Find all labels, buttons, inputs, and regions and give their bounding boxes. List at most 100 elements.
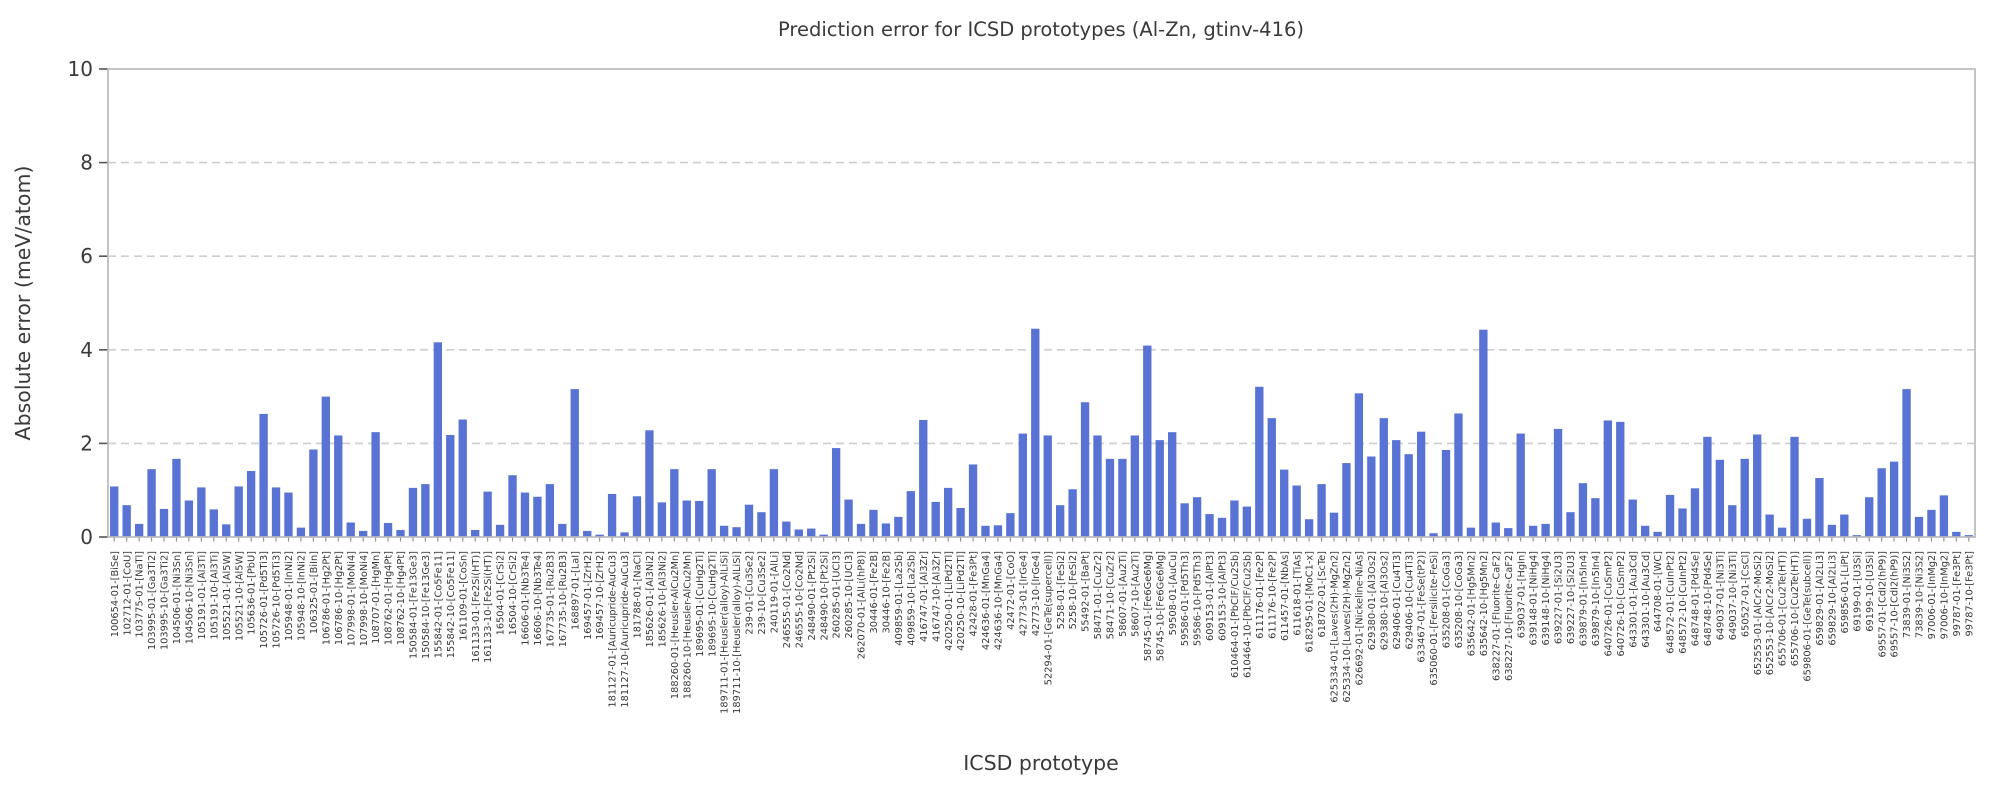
bar [981,525,990,537]
bar [819,534,828,537]
x-tick-label: 107998-10-[MoNi4] [359,551,370,646]
x-tick-label: 639879-01-[In5In4] [1579,551,1590,646]
bar [1429,533,1438,537]
x-tick-label: 240119-01-[AlLi] [769,551,780,633]
y-tick-label: 0 [80,525,93,549]
x-tick-label: 635208-01-[CoGa3] [1442,551,1453,648]
bar [707,469,716,537]
x-tick-label: 648572-10-[CuInPt2] [1678,551,1689,654]
x-tick-label: 246555-01-[Co2Nd] [782,551,793,648]
bar [1329,512,1339,537]
x-tick-label: 638227-10-[Fluorite-CaF2] [1504,551,1515,681]
x-tick-label: 649037-10-[Ni3Ti] [1728,551,1739,640]
bar [209,509,218,537]
bar [1168,432,1177,537]
bar [1018,433,1027,537]
bar [458,419,467,537]
bar [1678,508,1687,537]
x-tick-label: 169457-10-[ZrH2] [595,551,606,640]
x-tick-label: 150584-01-[Fe13Ge3] [409,551,420,659]
bar [1815,478,1824,537]
x-tick-label: 640726-10-[CuSmP2] [1616,551,1627,657]
bar [831,448,841,537]
x-tick-label: 30446-10-[Fe2B] [882,551,893,633]
x-tick-label: 59508-01-[AuCu] [1168,551,1179,635]
x-tick-label: 659806-01-[GeTe(subcell)] [1803,551,1814,682]
x-tick-label: 42773-01-[IrGe4] [1018,551,1029,636]
x-tick-label: 659856-01-[LiPt] [1840,551,1851,634]
x-tick-label: 58607-10-[Au2Ti] [1130,551,1141,637]
bar [1852,535,1861,537]
bar [1790,436,1799,537]
x-tick-label: 102712-01-[CoU] [122,551,133,636]
bar [483,491,492,537]
x-tick-label: 106325-01-[BiIn] [309,551,320,634]
bar [508,475,517,537]
bar [309,449,318,537]
y-tick-labels: 0 2 4 6 8 10 [68,57,93,549]
x-tick-label: 629380-10-[Al3Os2] [1379,551,1390,650]
x-tick-label: 639148-01-[NiHg4] [1529,551,1540,645]
x-tick-label: 618295-01-[MoC1-x] [1305,551,1316,652]
bar [1404,454,1413,537]
x-tick-label: 99787-10-[Fe3Pt] [1964,551,1975,636]
x-axis-label: ICSD prototype [963,751,1119,775]
bar [334,435,343,537]
bar [1031,328,1040,537]
bar [607,493,617,537]
bar [1466,527,1476,537]
bar [159,508,169,537]
x-tick-label: 161109-01-[CoSn] [458,551,469,641]
x-tick-label: 168897-01-[LaI] [570,551,581,630]
x-tick-label: 181788-01-[NaCl] [633,551,644,638]
x-tick-label: 262070-01-[AlLi(hP8)] [857,551,868,659]
bar [570,389,579,537]
x-tick-label: 30446-01-[Fe2B] [869,551,880,633]
bar [172,458,181,537]
bar [719,525,729,537]
x-tick-label: 635642-01-[Hg5Mn2] [1467,551,1478,656]
bar [695,500,704,537]
bar [1952,531,1961,537]
x-tick-label: 42428-01-[Fe3Pt] [969,551,980,636]
bar [1665,494,1675,537]
x-tick-label: 188260-10-[Heusler-AlCu2Mn] [682,551,693,699]
x-tick-label: 189695-01-[CuHg2Ti] [695,551,706,657]
bar [1342,463,1351,537]
x-tick-label: 633467-01-[FeSe(tP2)] [1417,551,1428,663]
x-tick-label: 107998-01-[MoNi4] [346,551,357,646]
bar [184,500,194,537]
x-tick-label: 105726-10-[Pd5Ti3] [272,551,283,649]
x-tick-label: 69557-10-[CdI2(hP9)] [1890,551,1901,658]
x-tick-label: 611618-01-[TiAs] [1292,551,1303,636]
x-tick-label: 611176-01-[Fe2P] [1255,551,1266,639]
bar [1155,440,1164,537]
bar [1578,483,1588,537]
x-tick-label: 420250-01-[LiPd2Tl] [944,551,955,651]
bar [1230,500,1239,537]
bar [1516,433,1525,537]
x-tick-label: 55492-01-[BaPt] [1081,551,1092,632]
bar [296,527,306,537]
x-tick-label: 106786-01-[Hg2Pt] [321,551,332,645]
bar [906,491,915,537]
bar [321,396,330,537]
bar [682,500,691,537]
x-tick-label: 635642-10-[Hg5Mn2] [1479,551,1490,656]
bar [134,523,144,537]
x-tick-label: 609153-10-[AlPt3] [1218,551,1229,641]
x-tick-label: 108707-01-[HgMn] [371,551,382,644]
x-tick-label: 648572-01-[CuInPt2] [1666,551,1677,654]
bar [1080,402,1090,537]
x-tick-label: 59586-10-[Pd5Th3] [1193,551,1204,646]
bar [1379,418,1388,537]
x-tick-label: 16606-10-[Nb3Te4] [533,551,544,646]
x-tick-label: 42472-01-[CoO] [1006,551,1017,630]
bar [1914,516,1924,537]
x-tick-label: 99787-01-[Fe3Pt] [1952,551,1963,636]
x-tick-label: 652553-10-[AlCr2-MoSi2] [1765,551,1776,675]
x-tick-label: 105726-01-[Pd5Ti3] [259,551,270,649]
x-tick-label: 635060-01-[Fersilicite-FeSi] [1429,551,1440,686]
x-tick-label: 16504-01-[CrSi2] [496,551,507,635]
x-tick-label: 639879-10-[In5In4] [1591,551,1602,646]
